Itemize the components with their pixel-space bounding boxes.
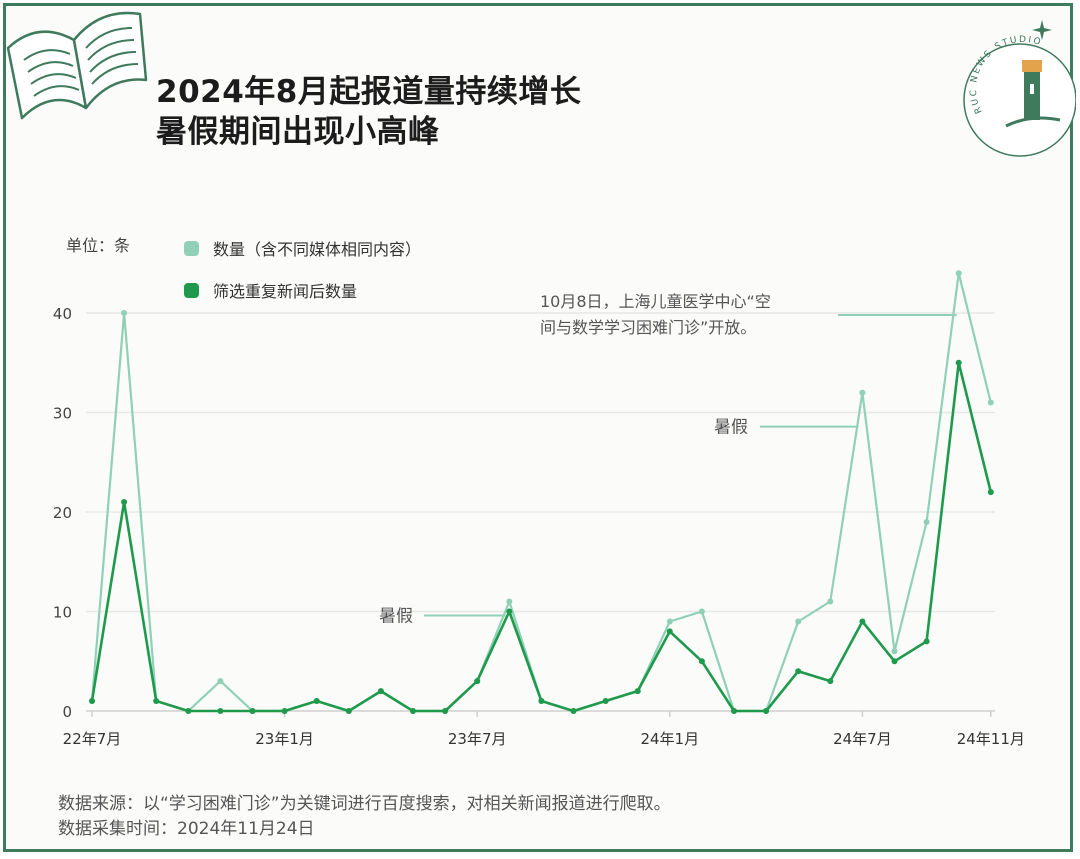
footer-time: 数据采集时间：2024年11月24日 — [58, 819, 315, 839]
chart-title: 2024年8月起报道量持续增长 暑假期间出现小高峰 — [156, 72, 581, 152]
legend-swatch-dedup — [184, 282, 199, 298]
studio-logo: RUC NEWS STUDIO — [963, 20, 1076, 157]
legend-item-dedup: 筛选重复新闻后数量 — [184, 278, 357, 302]
legend-swatch-total — [184, 240, 199, 256]
footer: 数据来源：以“学习困难门诊”为关键词进行百度搜索，对相关新闻报道进行爬取。 数据… — [58, 792, 671, 842]
book-icon — [6, 11, 148, 120]
legend-item-total: 数量（含不同媒体相同内容） — [184, 236, 421, 260]
title-line-1: 2024年8月起报道量持续增长 — [156, 74, 582, 110]
title-line-2: 暑假期间出现小高峰 — [156, 114, 440, 150]
unit-label: 单位：条 — [66, 236, 131, 255]
legend-label-total: 数量（含不同媒体相同内容） — [213, 240, 422, 259]
legend-label-dedup: 筛选重复新闻后数量 — [213, 282, 358, 301]
footer-source: 数据来源：以“学习困难门诊”为关键词进行百度搜索，对相关新闻报道进行爬取。 — [58, 794, 671, 814]
